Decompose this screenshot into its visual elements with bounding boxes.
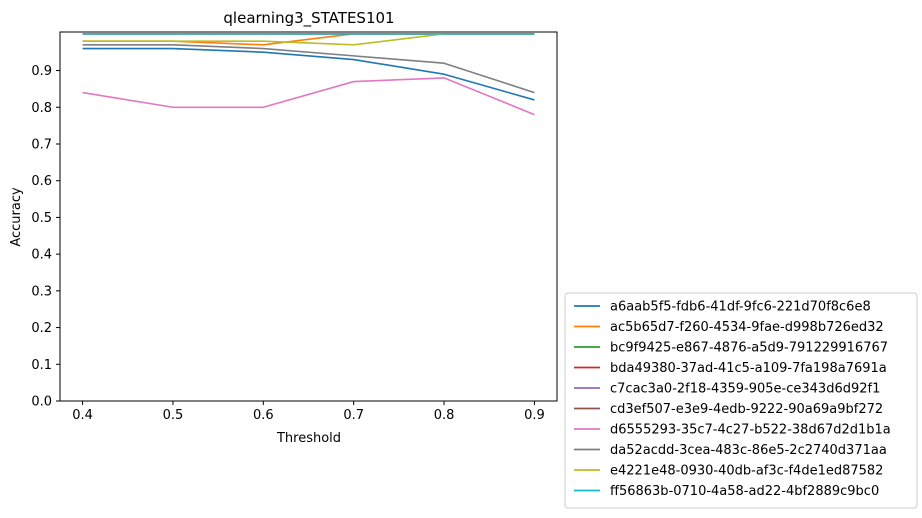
y-tick-label: 0.5 bbox=[31, 211, 52, 226]
y-tick-label: 0.2 bbox=[31, 321, 52, 336]
y-tick-label: 0.0 bbox=[31, 395, 52, 410]
legend-entry-label: ff56863b-0710-4a58-ad22-4bf2889c9bc0 bbox=[610, 484, 879, 499]
legend-box bbox=[564, 292, 918, 509]
plot-frame bbox=[59, 31, 558, 402]
legend-entry-label: c7cac3a0-2f18-4359-905e-ce343d6d92f1 bbox=[610, 382, 880, 397]
legend-entry-label: d6555293-35c7-4c27-b522-38d67d2d1b1a bbox=[610, 423, 891, 438]
x-tick-label: 0.8 bbox=[434, 408, 455, 423]
legend-entry-label: e4221e48-0930-40db-af3c-f4de1ed87582 bbox=[610, 464, 883, 479]
y-tick-label: 0.9 bbox=[31, 64, 52, 79]
x-tick-label: 0.6 bbox=[253, 408, 274, 423]
y-tick-label: 0.6 bbox=[31, 174, 52, 189]
y-tick-label: 0.7 bbox=[31, 137, 52, 152]
legend-entry-label: cd3ef507-e3e9-4edb-9222-90a69a9bf272 bbox=[610, 402, 883, 417]
legend: a6aab5f5-fdb6-41df-9fc6-221d70f8c6e8 ac5b… bbox=[564, 292, 918, 509]
x-tick-label: 0.9 bbox=[524, 408, 545, 423]
series-line bbox=[82, 47, 535, 101]
legend-entry-label: da52acdd-3cea-483c-86e5-2c2740d371aa bbox=[610, 443, 887, 458]
y-tick-label: 0.8 bbox=[31, 101, 52, 116]
x-tick-label: 0.7 bbox=[343, 408, 364, 423]
y-axis-ticks: 0.0 0.1 0.2 0.3 0.4 0.5 0.6 0.7 0.8 0.9 bbox=[31, 64, 60, 410]
series-line bbox=[82, 77, 535, 116]
y-tick-label: 0.4 bbox=[31, 248, 52, 263]
y-axis-label: Accuracy bbox=[9, 187, 24, 247]
y-tick-label: 0.1 bbox=[31, 358, 52, 373]
y-tick-label: 0.3 bbox=[31, 284, 52, 299]
chart-title: qlearning3_STATES101 bbox=[223, 9, 394, 28]
series-lines bbox=[82, 33, 535, 116]
series-line bbox=[82, 44, 535, 94]
legend-entry-label: ac5b65d7-f260-4534-9fae-d998b726ed32 bbox=[610, 320, 884, 335]
legend-entry-label: a6aab5f5-fdb6-41df-9fc6-221d70f8c6e8 bbox=[610, 300, 871, 315]
x-axis-ticks: 0.4 0.5 0.6 0.7 0.8 0.9 bbox=[72, 401, 545, 423]
x-tick-label: 0.5 bbox=[163, 408, 184, 423]
legend-entry-label: bda49380-37ad-41c5-a109-7fa198a7691a bbox=[610, 361, 887, 376]
x-tick-label: 0.4 bbox=[72, 408, 93, 423]
legend-entry-label: bc9f9425-e867-4876-a5d9-791229916767 bbox=[610, 341, 888, 356]
x-axis-label: Threshold bbox=[276, 431, 341, 446]
